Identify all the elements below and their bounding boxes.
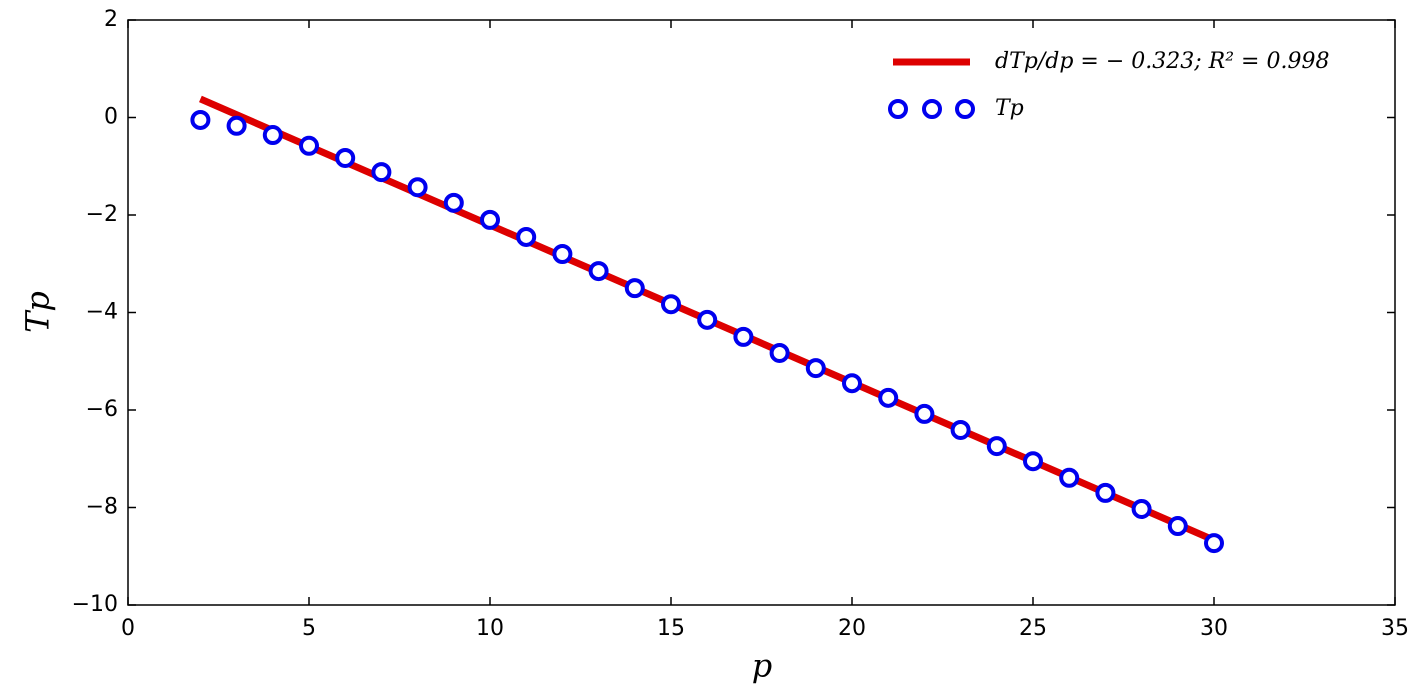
marker <box>769 342 790 363</box>
marker <box>262 125 283 146</box>
y-tick-label: −8 <box>86 495 118 520</box>
marker <box>1167 516 1188 537</box>
marker <box>1095 482 1116 503</box>
marker <box>299 135 319 156</box>
marker <box>624 278 645 299</box>
y-tick-label: −6 <box>86 397 118 422</box>
y-tick-label: 0 <box>104 105 118 130</box>
marker <box>226 115 247 136</box>
marker <box>335 147 356 168</box>
marker <box>552 244 573 264</box>
marker <box>1131 498 1152 519</box>
marker <box>950 419 971 440</box>
y-tick-label: −10 <box>72 592 118 617</box>
marker <box>1023 451 1043 472</box>
x-tick-label: 5 <box>302 616 316 641</box>
marker <box>878 387 899 408</box>
marker <box>371 162 392 183</box>
y-axis-label: Tp <box>19 291 57 333</box>
marker <box>1204 533 1224 554</box>
legend-marker <box>955 99 975 119</box>
legend-marker <box>888 99 908 119</box>
marker <box>805 358 826 379</box>
y-tick-label: −4 <box>86 300 118 325</box>
x-tick-label: 30 <box>1200 616 1228 641</box>
legend-marker <box>922 99 942 119</box>
y-tick-label: −2 <box>86 202 118 227</box>
x-tick-label: 15 <box>657 616 685 641</box>
marker <box>443 192 464 213</box>
marker <box>480 209 500 230</box>
x-tick-label: 0 <box>121 616 135 641</box>
x-axis-label: p <box>752 647 772 685</box>
marker <box>842 373 862 394</box>
x-tick-label: 20 <box>838 616 866 641</box>
legend-label: dTp/dp = − 0.323; R² = 0.998 <box>995 49 1329 74</box>
marker <box>588 261 609 282</box>
marker <box>914 403 935 424</box>
marker <box>1059 467 1080 488</box>
marker <box>697 309 718 330</box>
marker <box>190 109 211 130</box>
x-tick-label: 25 <box>1019 616 1047 641</box>
x-tick-label: 35 <box>1381 616 1409 641</box>
x-tick-label: 10 <box>476 616 504 641</box>
marker <box>661 294 681 315</box>
marker <box>407 177 428 198</box>
marker <box>733 326 754 347</box>
marker <box>986 436 1007 457</box>
marker <box>516 226 537 247</box>
plot-frame <box>127 19 1396 606</box>
legend-label: Tp <box>995 96 1024 121</box>
y-tick-label: 2 <box>104 7 118 32</box>
